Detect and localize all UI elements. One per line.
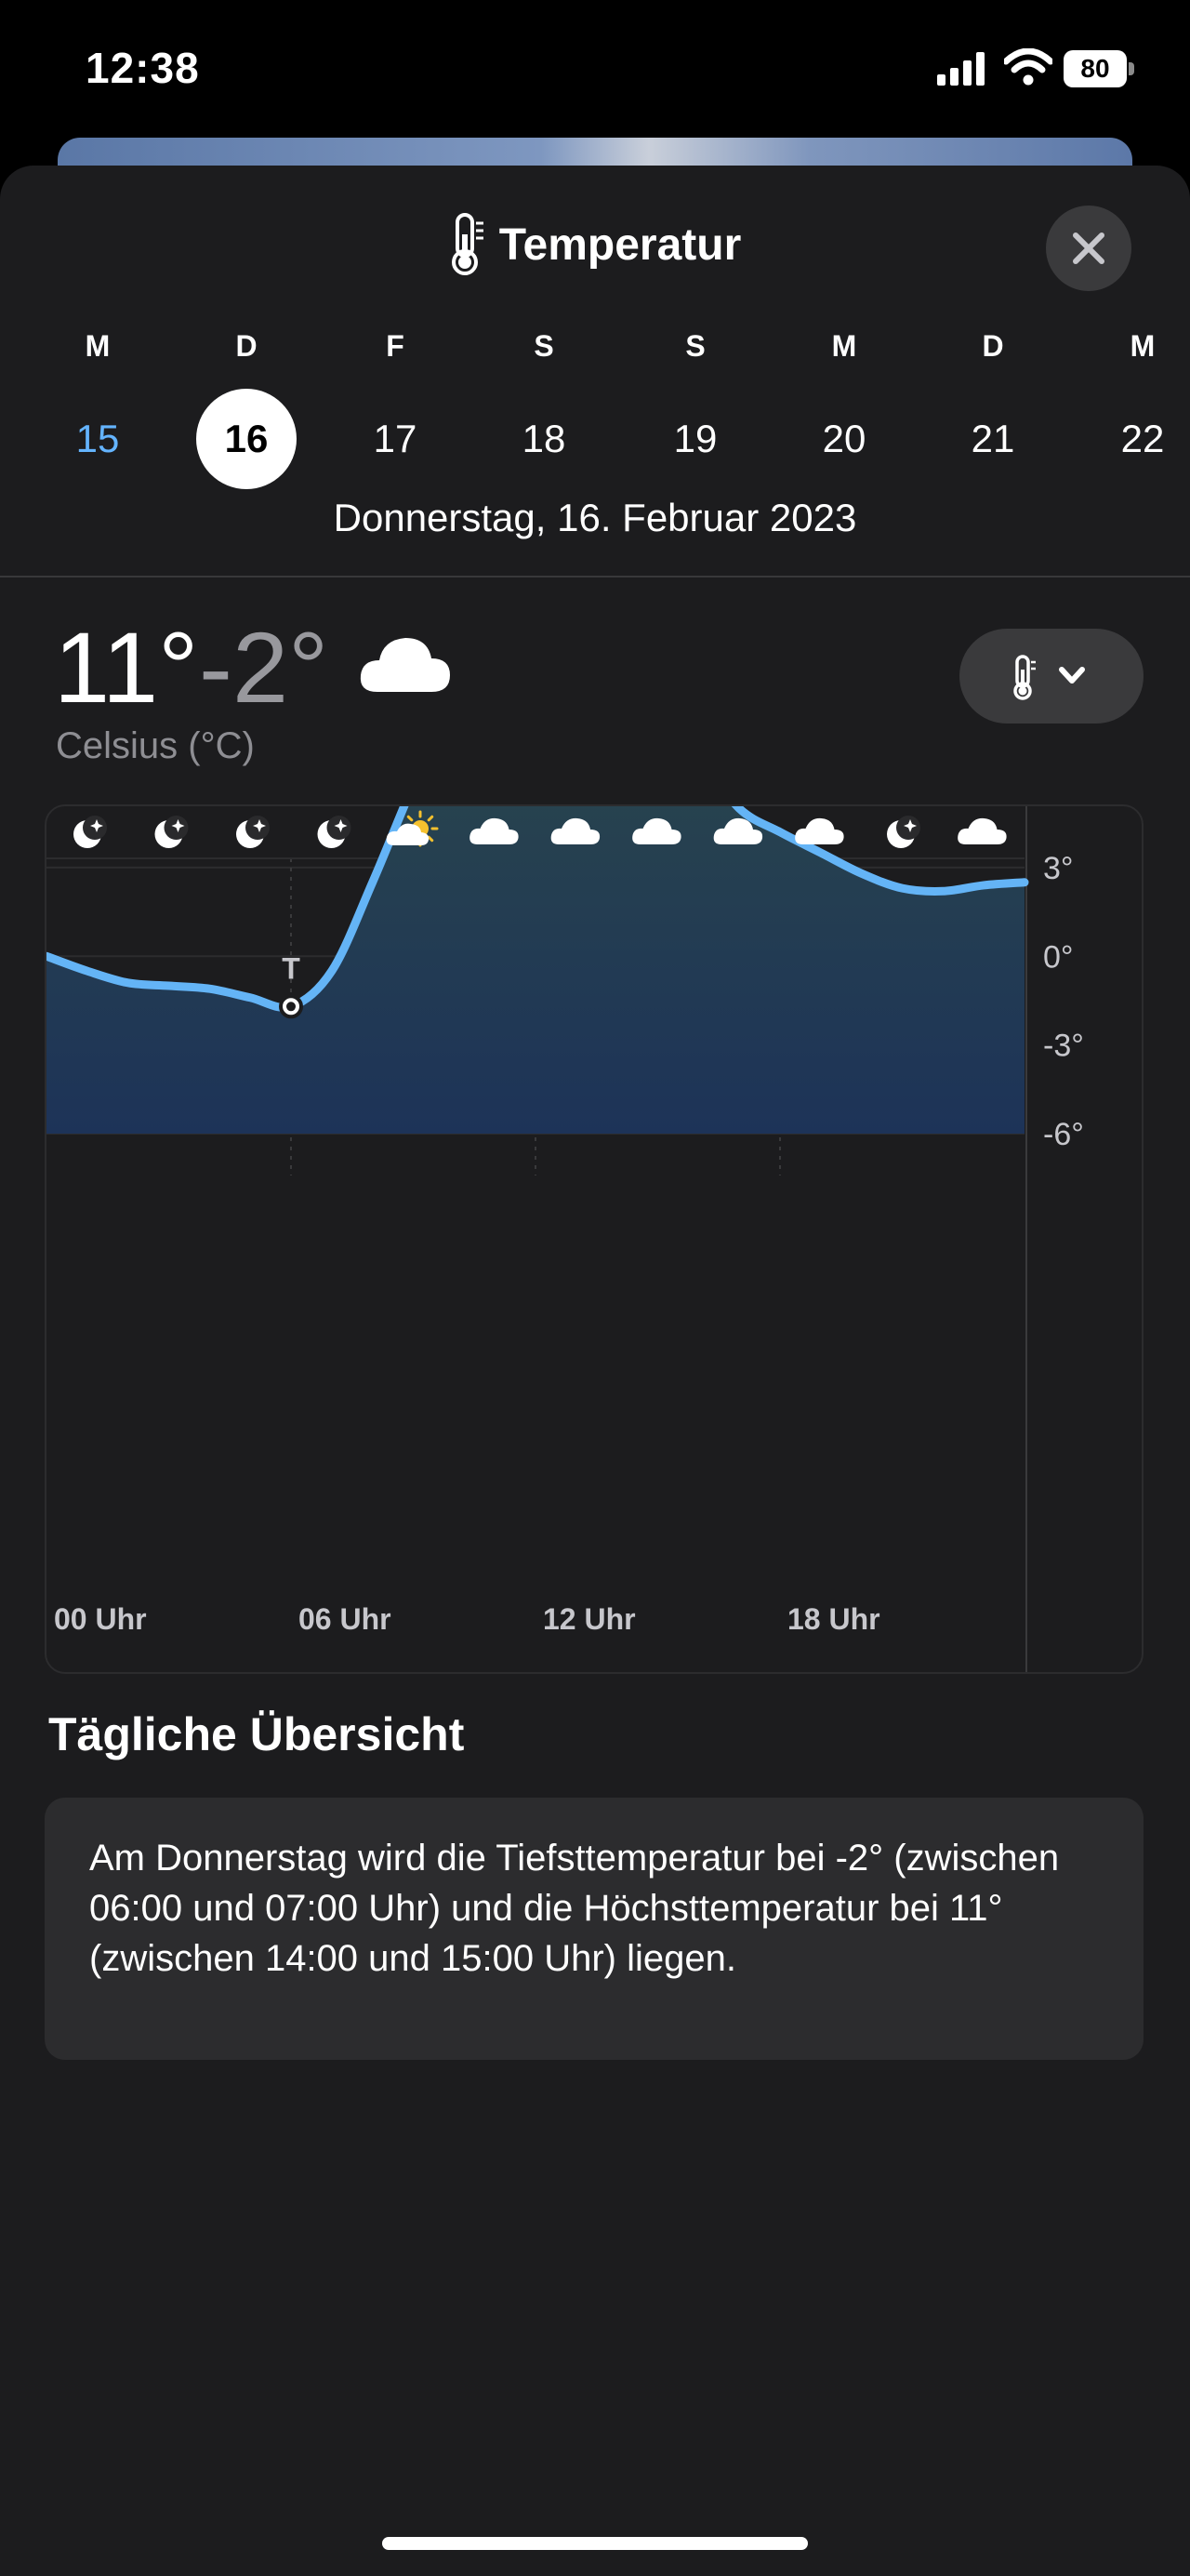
sun-cloud-icon [386, 810, 439, 847]
weekday-label: S [534, 329, 554, 363]
cloud-icon [550, 817, 601, 844]
moon-stars-icon [154, 816, 189, 848]
day-button-15[interactable]: 15 [75, 417, 120, 460]
daily-overview-card: Am Donnerstag wird die Tiefsttemperatur … [45, 1798, 1144, 2060]
day-button-20[interactable]: 20 [822, 417, 866, 460]
daily-overview-text: Am Donnerstag wird die Tiefsttemperatur … [89, 1838, 1060, 1979]
selected-date-label: Donnerstag, 16. Februar 2023 [333, 496, 857, 539]
y-tick-label: 0° [1043, 939, 1074, 975]
low-marker-point [283, 998, 299, 1016]
temperature-area [46, 806, 1025, 1134]
cellular-signal-icon [937, 52, 985, 86]
y-tick-label: 3° [1043, 851, 1074, 886]
home-indicator[interactable] [382, 2537, 808, 2550]
battery-tip [1129, 62, 1134, 75]
x-tick-label: 18 Uhr [787, 1602, 880, 1636]
low-marker-label: T [282, 951, 300, 985]
day-button-21[interactable]: 21 [971, 417, 1015, 460]
weekday-label: M [85, 329, 111, 363]
weekday-label: M [1130, 329, 1156, 363]
daily-overview-title: Tägliche Übersicht [48, 1708, 465, 1760]
cloud-icon [469, 817, 519, 844]
metric-selector-button[interactable] [959, 629, 1144, 724]
cloud-icon [360, 638, 450, 692]
moon-stars-icon [317, 816, 351, 848]
day-button-16[interactable]: 16 [196, 389, 297, 489]
cloud-icon [632, 817, 681, 844]
day-button-18[interactable]: 18 [522, 417, 566, 460]
high-temperature: 11° [54, 611, 199, 724]
weekday-label: S [685, 329, 706, 363]
day-button-22[interactable]: 22 [1120, 417, 1165, 460]
weekday-label: M [831, 329, 857, 363]
moon-stars-icon [73, 816, 107, 848]
thermometer-chevron-icon [1013, 655, 1085, 700]
x-tick-label: 06 Uhr [298, 1602, 391, 1636]
temperature-sheet: Temperatur M 15 D 16 F 17 S 18 S 19 M 20 D 21 M 22 Donn… [0, 166, 1190, 2576]
x-tick-label: 00 Uhr [54, 1602, 147, 1636]
close-button[interactable] [1046, 206, 1131, 291]
unit-label: Celsius (°C) [56, 725, 255, 766]
battery-indicator: 80 [1064, 50, 1136, 87]
divider [0, 576, 1190, 578]
low-temperature: -2° [199, 611, 329, 724]
battery-level: 80 [1064, 50, 1127, 87]
cloud-icon [958, 817, 1007, 844]
temperature-line [46, 806, 1029, 1012]
weekday-label: D [235, 329, 258, 363]
day-button-19[interactable]: 19 [673, 417, 718, 460]
day-button-17[interactable]: 17 [373, 417, 417, 460]
weekday-label: D [982, 329, 1004, 363]
cloud-icon [795, 817, 844, 844]
y-tick-label: -3° [1043, 1029, 1084, 1064]
status-time: 12:38 [86, 44, 200, 92]
moon-stars-icon [236, 816, 270, 848]
y-tick-label: -6° [1043, 1117, 1084, 1152]
close-icon [1073, 232, 1104, 264]
x-tick-label: 12 Uhr [543, 1602, 636, 1636]
sheet-title: Temperatur [498, 219, 742, 270]
moon-stars-icon [887, 816, 920, 848]
wifi-icon [1004, 48, 1052, 86]
sheet-header: Temperatur [0, 212, 1190, 277]
weekday-label: F [386, 329, 404, 363]
cloud-icon [713, 817, 763, 844]
thermometer-icon [449, 212, 486, 277]
status-bar: 12:38 80 [0, 0, 1190, 139]
